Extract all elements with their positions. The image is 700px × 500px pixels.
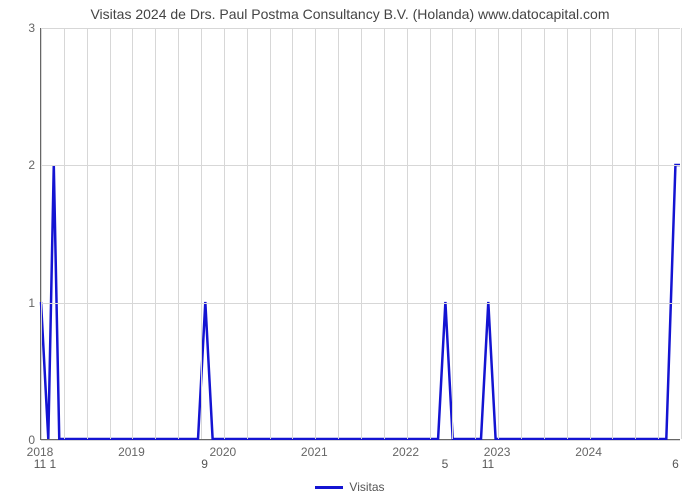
gridline-v — [315, 28, 316, 439]
gridline-v — [612, 28, 613, 439]
gridline-v — [498, 28, 499, 439]
gridline-v — [224, 28, 225, 439]
legend: Visitas — [0, 480, 700, 494]
gridline-h — [41, 165, 680, 166]
gridline-v — [544, 28, 545, 439]
x-tick-label: 2019 — [118, 445, 145, 459]
gridline-v — [155, 28, 156, 439]
point-label: 6 — [672, 457, 679, 471]
gridline-v — [521, 28, 522, 439]
gridline-v — [384, 28, 385, 439]
gridline-v — [110, 28, 111, 439]
chart-title: Visitas 2024 de Drs. Paul Postma Consult… — [0, 6, 700, 22]
gridline-v — [87, 28, 88, 439]
gridline-v — [41, 28, 42, 439]
gridline-v — [681, 28, 682, 439]
gridline-h — [41, 28, 680, 29]
point-label: 11 — [34, 457, 46, 471]
plot-area — [40, 28, 680, 440]
gridline-v — [567, 28, 568, 439]
point-label: 9 — [201, 457, 208, 471]
gridline-v — [452, 28, 453, 439]
y-tick-label: 2 — [5, 158, 35, 172]
x-tick-label: 2020 — [209, 445, 236, 459]
y-tick-label: 3 — [5, 21, 35, 35]
point-label: 1 — [49, 457, 56, 471]
x-tick-label: 2022 — [392, 445, 419, 459]
gridline-v — [590, 28, 591, 439]
gridline-h — [41, 440, 680, 441]
gridline-v — [430, 28, 431, 439]
gridline-v — [270, 28, 271, 439]
gridline-v — [635, 28, 636, 439]
x-tick-label: 2021 — [301, 445, 328, 459]
gridline-v — [201, 28, 202, 439]
y-tick-label: 1 — [5, 296, 35, 310]
legend-label: Visitas — [349, 480, 384, 494]
gridline-h — [41, 303, 680, 304]
chart-container: Visitas 2024 de Drs. Paul Postma Consult… — [0, 0, 700, 500]
gridline-v — [658, 28, 659, 439]
point-label: 11 — [482, 457, 494, 471]
x-tick-label: 2024 — [575, 445, 602, 459]
legend-swatch — [315, 486, 343, 489]
gridline-v — [407, 28, 408, 439]
gridline-v — [64, 28, 65, 439]
gridline-v — [475, 28, 476, 439]
gridline-v — [132, 28, 133, 439]
gridline-v — [361, 28, 362, 439]
gridline-v — [178, 28, 179, 439]
gridline-v — [247, 28, 248, 439]
gridline-v — [292, 28, 293, 439]
point-label: 5 — [442, 457, 449, 471]
gridline-v — [338, 28, 339, 439]
